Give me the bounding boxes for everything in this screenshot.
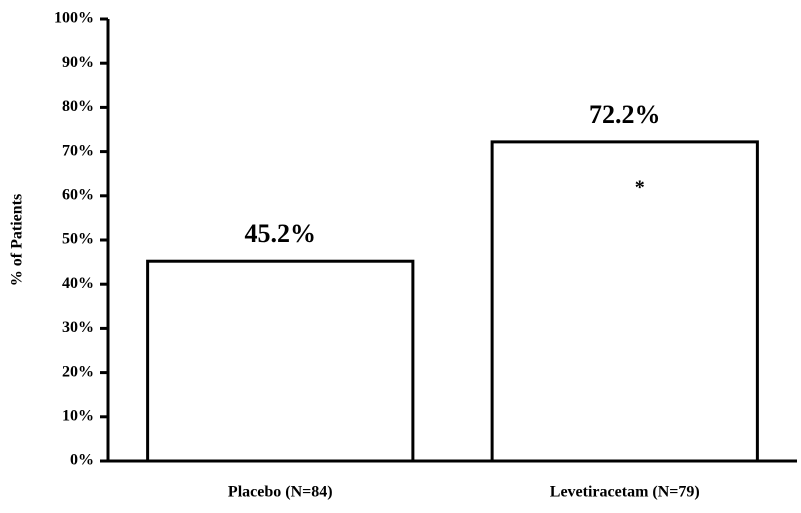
y-tick-label: 90% (62, 54, 94, 71)
y-tick-label: 100% (54, 10, 94, 27)
y-tick-label: 50% (62, 231, 94, 248)
y-tick-label: 10% (62, 407, 94, 424)
bar (490, 140, 759, 463)
x-tick-label: Levetiracetam (N=79) (550, 484, 700, 501)
y-tick-label: 60% (62, 186, 94, 203)
y-tick-label: 30% (62, 319, 94, 336)
annotation: * (635, 176, 645, 198)
value-label: 45.2% (245, 219, 317, 248)
x-tick-label: Placebo (N=84) (228, 484, 333, 501)
y-tick-label: 40% (62, 275, 94, 292)
value-label: 72.2% (589, 100, 661, 129)
y-tick-label: 0% (70, 452, 94, 469)
bar (146, 259, 415, 463)
y-tick-label: 70% (62, 142, 94, 159)
y-axis-label: % of Patients (9, 194, 26, 286)
y-tick-label: 20% (62, 363, 94, 380)
y-tick-label: 80% (62, 98, 94, 115)
